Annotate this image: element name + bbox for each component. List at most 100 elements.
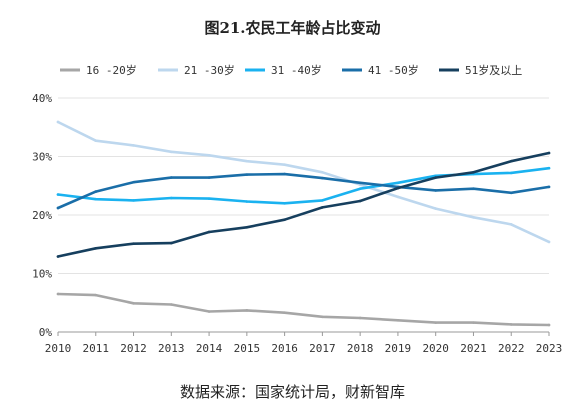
series-line-1 (56, 292, 551, 327)
x-tick-label: 2021 (460, 342, 487, 355)
x-tick-label: 2014 (196, 342, 223, 355)
y-tick-label: 10% (32, 268, 52, 281)
data-point (94, 190, 98, 193)
x-tick-label: 2011 (83, 342, 110, 355)
series-line-3 (56, 166, 551, 205)
data-point (472, 216, 475, 219)
data-point (509, 323, 513, 326)
data-point (547, 323, 551, 327)
x-tick-label: 2023 (536, 342, 563, 355)
legend-label: 31 -40岁 (271, 63, 322, 77)
data-point (396, 319, 400, 322)
axes: 0% 10% 20% 30% 40% 2010 2011 2012 2013 2014 2015 20… (32, 92, 562, 355)
data-point (245, 309, 249, 312)
data-point (434, 176, 437, 179)
data-point (207, 197, 211, 200)
data-point (56, 255, 60, 258)
data-point (509, 159, 513, 163)
data-point (358, 187, 362, 190)
y-tick-label: 40% (32, 92, 52, 105)
data-point (170, 196, 173, 200)
data-point (170, 150, 173, 154)
y-tick-label: 20% (32, 209, 52, 222)
data-point (245, 225, 249, 229)
data-point (207, 230, 211, 234)
data-point (94, 197, 98, 201)
data-point (94, 247, 98, 250)
x-tick-label: 2013 (158, 342, 185, 355)
data-point (207, 154, 211, 157)
data-point (321, 315, 324, 319)
data-point (245, 173, 249, 176)
data-point (56, 193, 60, 196)
data-point (56, 206, 60, 210)
data-point (132, 242, 135, 245)
data-point (245, 159, 249, 163)
data-point (472, 170, 475, 174)
data-point (170, 176, 173, 179)
data-point (434, 207, 437, 210)
data-point (509, 171, 513, 175)
data-point (509, 191, 513, 195)
data-point (547, 151, 551, 155)
data-point (245, 200, 249, 203)
data-point (283, 218, 286, 221)
series-line-5 (56, 151, 551, 258)
legend: 16 -20岁 21 -30岁 31 -40岁 41 -50岁 51岁及以上 (60, 63, 522, 77)
series-lines (56, 120, 551, 327)
data-point (94, 139, 98, 143)
x-tick-label: 2016 (271, 342, 298, 355)
data-point (170, 241, 173, 245)
x-tick-label: 2022 (498, 342, 525, 355)
chart-title: 图21.农民工年龄占比变动 (204, 19, 381, 37)
data-point (132, 180, 135, 184)
x-tick-label: 2017 (309, 342, 336, 355)
x-tick-label: 2012 (120, 342, 147, 355)
data-point (358, 199, 362, 203)
data-point (132, 144, 135, 147)
data-point (547, 240, 551, 244)
data-point (547, 185, 551, 189)
data-point (283, 311, 286, 314)
data-point (358, 316, 362, 320)
gridlines (58, 97, 549, 274)
data-point (547, 166, 551, 170)
y-tick-label: 0% (39, 326, 53, 339)
data-point (321, 206, 324, 209)
legend-label: 51岁及以上 (465, 63, 522, 77)
data-point (472, 187, 475, 190)
y-tick-label: 30% (32, 151, 52, 164)
series-line-2 (56, 120, 551, 244)
data-point (207, 176, 211, 179)
x-tick-label: 2019 (385, 342, 412, 355)
data-point (358, 181, 362, 185)
data-point (472, 321, 475, 324)
data-point (283, 163, 286, 166)
data-point (321, 170, 324, 174)
x-tick-label: 2010 (45, 342, 72, 355)
data-point (283, 172, 286, 176)
data-point (56, 292, 60, 296)
data-point (170, 303, 173, 306)
data-point (283, 202, 286, 205)
data-point (321, 176, 324, 180)
data-point (434, 189, 437, 192)
data-point (509, 223, 513, 226)
legend-label: 41 -50岁 (368, 63, 419, 77)
x-tick-label: 2020 (422, 342, 449, 355)
data-point (396, 186, 400, 190)
data-point (434, 321, 437, 324)
legend-label: 21 -30岁 (184, 63, 235, 77)
data-point (94, 293, 98, 297)
data-point (396, 195, 400, 199)
data-point (56, 120, 60, 124)
data-point (396, 181, 400, 185)
data-point (321, 199, 324, 202)
x-tick-label: 2018 (347, 342, 374, 355)
x-tick-label: 2015 (234, 342, 261, 355)
data-point (207, 310, 211, 313)
chart-source: 数据来源：国家统计局，财新智库 (179, 383, 405, 401)
data-point (132, 302, 135, 305)
series-line-4 (56, 172, 551, 210)
